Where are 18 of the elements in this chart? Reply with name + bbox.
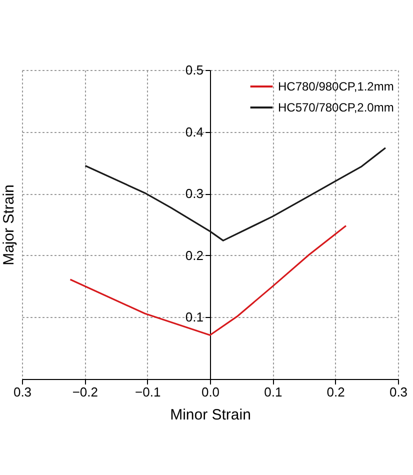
- y-tick-label: 0.1: [185, 310, 204, 325]
- y-axis-title: Major Strain: [0, 184, 18, 266]
- line-series: [69, 224, 347, 336]
- x-tick-label: 0.1: [264, 384, 282, 400]
- x-tick-label: 0.3: [13, 384, 32, 400]
- x-tick-label: 0.0: [201, 384, 220, 400]
- x-tick-label: −0.2: [72, 384, 98, 400]
- x-tick-label: 0.3: [389, 384, 408, 400]
- legend-label: HC780/980CP,1.2mm: [278, 80, 394, 94]
- line-series: [84, 147, 386, 242]
- legend-label: HC570/780CP,2.0mm: [278, 100, 394, 114]
- y-tick-label: 0.5: [185, 62, 204, 78]
- x-tick-label: −0.1: [134, 384, 161, 400]
- y-tick-label: 0.4: [185, 124, 204, 140]
- x-axis-title: Minor Strain: [170, 406, 251, 424]
- y-tick-label: 0.3: [185, 186, 204, 202]
- y-tick-label: 0.2: [185, 248, 204, 263]
- x-tick-label: 0.2: [326, 384, 345, 400]
